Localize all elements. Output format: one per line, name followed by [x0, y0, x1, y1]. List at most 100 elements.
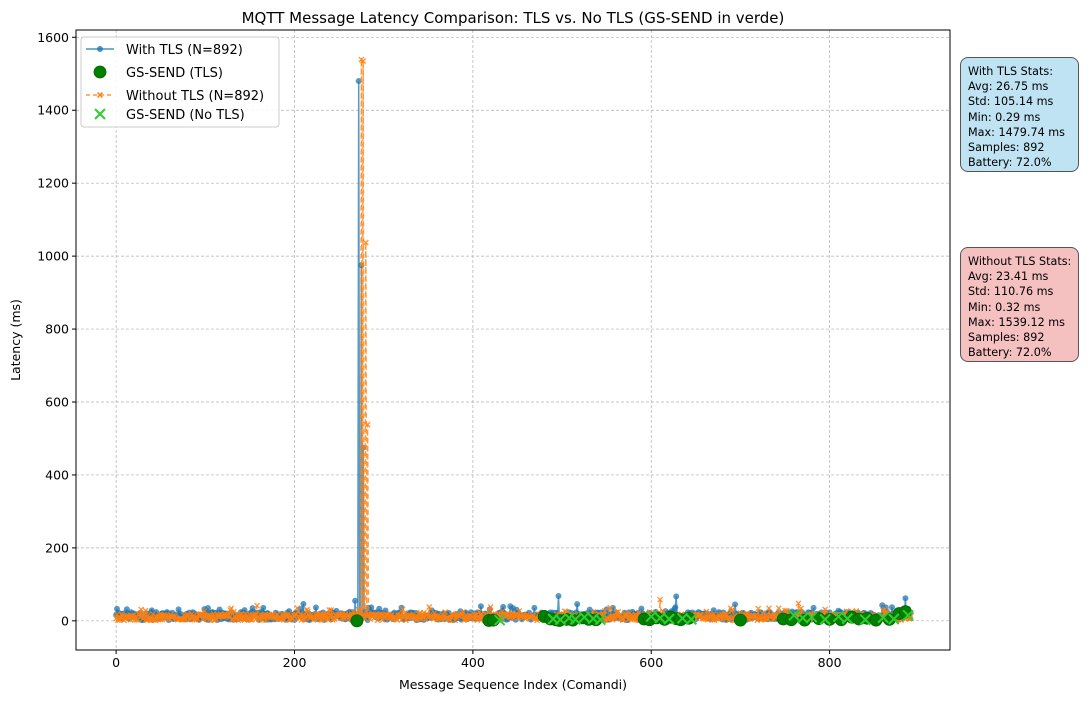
notls-stats-samples: Samples: 892	[968, 331, 1045, 345]
y-tick-label: 800	[45, 322, 69, 337]
notls-point	[374, 617, 381, 624]
notls-point	[323, 611, 330, 618]
notls-point	[487, 604, 494, 610]
notls-point	[142, 607, 149, 614]
gs-send-notls-point	[832, 610, 845, 623]
series-notls-line	[115, 59, 912, 624]
y-tick-label: 400	[45, 467, 69, 482]
gs-send-notls-point	[676, 612, 689, 624]
gs-send-tls-point	[734, 613, 747, 627]
notls-point	[362, 239, 369, 246]
legend-label-gs-send-notls: GS-SEND (No TLS)	[126, 108, 245, 123]
notls-point	[703, 608, 710, 615]
gs-send-notls-point	[493, 614, 506, 626]
tls-point	[531, 604, 538, 611]
legend: With TLS (N=892) GS-SEND (TLS) Without T…	[80, 36, 280, 128]
notls-point	[394, 616, 401, 623]
legend-gs-send-tls-marker	[93, 65, 107, 79]
legend-label-gs-send-tls: GS-SEND (TLS)	[126, 66, 223, 81]
tls-point	[555, 593, 562, 600]
notls-point	[442, 609, 449, 616]
gs-send-notls-point	[788, 609, 800, 622]
legend-gs-send-notls-marker	[94, 108, 106, 120]
x-tick-label: 800	[818, 655, 842, 670]
legend-label-tls: With TLS (N=892)	[126, 43, 243, 58]
gs-send-notls-point	[663, 613, 675, 625]
notls-point	[319, 616, 326, 623]
notls-point	[822, 606, 829, 613]
tls-stats-title: With TLS Stats:	[968, 65, 1054, 78]
tls-stats-battery: Battery: 72.0%	[968, 156, 1052, 170]
x-tick-label: 400	[461, 655, 485, 670]
x-tick-label: 200	[283, 655, 307, 670]
notls-point	[145, 611, 152, 618]
notls-point	[447, 617, 454, 624]
tls-point	[500, 603, 507, 610]
y-tick-label: 1400	[37, 103, 69, 118]
tls-stats-box: With TLS Stats: Avg: 26.75 ms Std: 105.1…	[960, 57, 1079, 172]
notls-point	[729, 606, 736, 613]
notls-point	[657, 596, 664, 603]
tls-point	[312, 604, 319, 611]
notls-point	[755, 605, 762, 612]
y-tick-label: 1200	[37, 176, 69, 191]
tls-point	[352, 597, 359, 604]
gs-send-notls-point	[877, 611, 889, 624]
gs-send-notls-point	[554, 614, 566, 626]
tls-point	[355, 78, 362, 85]
notls-stats-std: Std: 110.76 ms	[968, 285, 1054, 299]
notls-point	[402, 610, 409, 617]
y-axis-label: Latency (ms)	[8, 299, 23, 381]
notls-point	[364, 421, 371, 428]
tls-stats-max: Max: 1479.74 ms	[968, 125, 1066, 139]
x-tick-label: 600	[639, 655, 663, 670]
tls-stats-min: Min: 0.29 ms	[968, 110, 1041, 124]
notls-point	[360, 58, 367, 64]
tls-point	[574, 601, 581, 608]
gs-send-notls-point	[819, 613, 831, 626]
notls-stats-min: Min: 0.32 ms	[968, 300, 1041, 314]
tls-point	[638, 605, 645, 612]
tls-point	[300, 600, 307, 607]
notls-stats-box: Without TLS Stats: Avg: 23.41 ms Std: 11…	[960, 247, 1079, 362]
notls-point	[795, 600, 802, 607]
notls-point	[783, 607, 790, 614]
axis-ticks: 0 200 400 600 800 0 200 400 600 800 1000 1200 1400 16…	[37, 30, 841, 670]
notls-point	[149, 611, 156, 617]
tls-point	[368, 604, 375, 611]
notls-point	[254, 602, 261, 609]
notls-point	[294, 605, 301, 612]
gs-send-notls-point	[685, 613, 698, 626]
notls-point	[765, 605, 772, 612]
tls-stats-avg: Avg: 26.75 ms	[968, 80, 1049, 94]
tls-point	[889, 604, 896, 611]
x-axis-label: Message Sequence Index (Comandi)	[399, 677, 627, 692]
notls-point	[201, 608, 208, 615]
notls-point	[607, 604, 614, 611]
tls-stats-samples: Samples: 892	[968, 141, 1045, 155]
gs-send-notls-point	[645, 610, 657, 623]
notls-point	[460, 608, 467, 615]
gs-send-notls-point	[594, 614, 607, 626]
gs-send-notls-point	[841, 612, 854, 625]
notls-point	[798, 605, 805, 612]
gs-send-tls-point	[869, 613, 883, 627]
notls-point	[156, 611, 163, 618]
notls-stats-max: Max: 1539.12 ms	[968, 315, 1066, 329]
gs-send-notls-point	[888, 613, 900, 625]
tls-point	[810, 604, 817, 611]
legend-label-notls: Without TLS (N=892)	[126, 89, 264, 104]
tls-point	[672, 604, 679, 611]
tls-stats-std: Std: 105.14 ms	[968, 95, 1054, 109]
gs-send-tls-point	[589, 613, 603, 627]
gs-send-notls-point	[902, 609, 914, 622]
gs-send-notls-point	[578, 611, 591, 623]
notls-point	[632, 611, 639, 618]
gs-send-notls-point	[569, 613, 582, 626]
notls-point	[326, 607, 333, 614]
gs-send-tls-point	[486, 613, 500, 627]
y-tick-label: 600	[45, 395, 69, 410]
notls-point	[426, 604, 433, 610]
notls-point	[355, 606, 362, 613]
